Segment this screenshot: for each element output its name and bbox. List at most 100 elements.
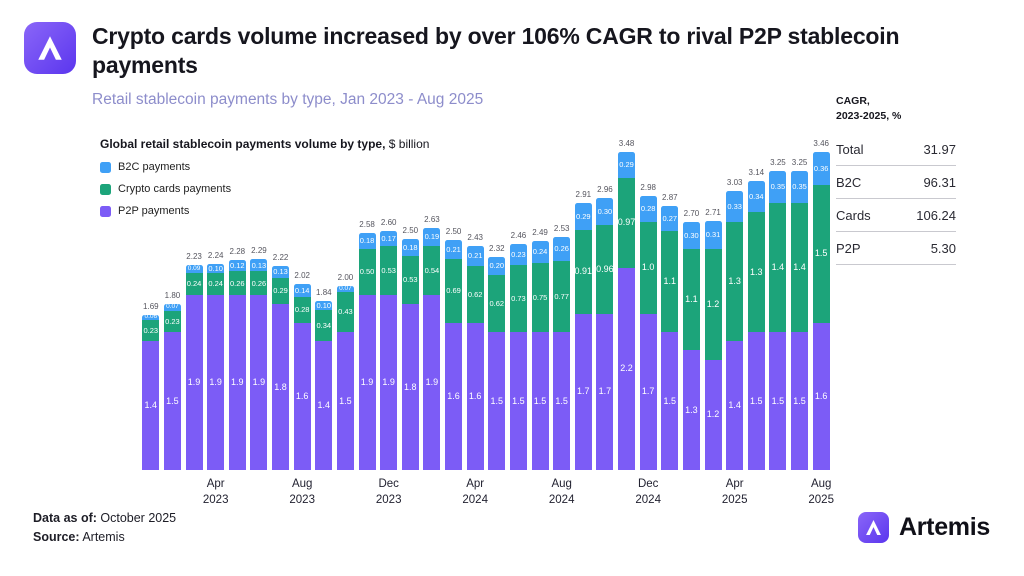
p2p-payments-segment: 1.3	[682, 350, 700, 470]
cagr-heading-line1: CAGR,	[836, 95, 870, 107]
crypto-cards-payments-segment: 0.23	[142, 320, 160, 342]
legend-label: Crypto cards payments	[118, 183, 232, 195]
crypto-cards-payments-segment: 1.1	[682, 249, 700, 351]
legend-label: P2P payments	[118, 205, 190, 217]
b2c-payments-swatch-icon	[100, 161, 111, 173]
data-as-of-value: October 2025	[96, 511, 177, 525]
b2c-payments-segment: 0.29	[618, 151, 636, 179]
bar-apr-2023: 0.10 0.24 1.9	[207, 263, 225, 470]
artemis-logo-icon	[38, 36, 62, 60]
p2p-payments-segment: 1.7	[639, 313, 657, 470]
cagr-row-value: 5.30	[930, 241, 956, 257]
p2p-payments-segment: 1.9	[380, 295, 398, 470]
bar-apr-2025: 0.33 1.3 1.4	[726, 191, 744, 470]
p2p-payments-segment: 1.9	[423, 295, 441, 470]
p2p-payments-segment: 1.4	[726, 341, 744, 470]
crypto-cards-payments-segment: 1.4	[791, 203, 809, 332]
crypto-cards-payments-segment: 0.43	[336, 292, 354, 332]
crypto-cards-payments-segment: 0.73	[509, 264, 527, 332]
legend-item-p2p-payments: P2P payments	[100, 205, 231, 217]
b2c-payments-segment: 0.31	[704, 220, 722, 250]
p2p-payments-segment: 2.2	[618, 267, 636, 470]
bar-total-label: 2.58	[359, 219, 375, 229]
bar-feb-2023: 0.07 0.23 1.5	[163, 303, 181, 470]
cagr-row-value: 31.97	[923, 142, 956, 158]
b2c-payments-segment: 0.27	[661, 205, 679, 231]
bar-nov-2023: 0.18 0.50 1.9	[358, 232, 376, 470]
crypto-cards-payments-segment: 1.4	[769, 203, 787, 332]
b2c-payments-segment: 0.35	[791, 171, 809, 204]
crypto-cards-payments-segment: 1.5	[812, 184, 830, 323]
bar-may-2023: 0.12 0.26 1.9	[228, 260, 246, 470]
p2p-payments-segment: 1.5	[531, 332, 549, 470]
bar-aug-2024: 0.26 0.77 1.5	[553, 237, 571, 470]
bar-feb-2025: 0.30 1.1 1.3	[682, 221, 700, 470]
crypto-cards-payments-segment: 0.50	[358, 249, 376, 296]
cagr-row-label: Total	[836, 142, 864, 158]
plot-area: 0.06 0.23 1.4 1.69 0.07 0.23 1.5 1.80 0.09 0.24 1.…	[140, 130, 832, 470]
crypto-cards-payments-segment: 0.24	[185, 273, 203, 296]
bar-jul-2024: 0.24 0.75 1.5	[531, 240, 549, 470]
crypto-cards-payments-segment: 0.91	[575, 229, 592, 314]
bar-total-label: 2.60	[380, 217, 397, 227]
bar-total-label: 2.32	[489, 243, 505, 253]
b2c-payments-segment: 0.33	[726, 191, 744, 222]
crypto-cards-payments-segment: 1.1	[661, 230, 679, 332]
bar-mar-2023: 0.09 0.24 1.9	[185, 264, 203, 470]
crypto-cards-payments-segment: 0.29	[272, 277, 290, 305]
b2c-payments-segment: 0.18	[401, 239, 419, 256]
x-tick-aug-2025: Aug 2025	[808, 478, 834, 506]
p2p-payments-segment: 1.5	[769, 332, 787, 470]
chart-title-unit: $ billion	[385, 137, 430, 151]
x-tick-apr-2023: Apr 2023	[202, 478, 229, 506]
bar-total-label: 2.29	[251, 246, 267, 256]
legend-item-crypto-cards-payments: Crypto cards payments	[100, 183, 231, 195]
artemis-logo	[24, 22, 76, 74]
p2p-payments-segment: 1.8	[401, 304, 419, 470]
source-note: Source: Artemis	[33, 528, 176, 547]
bar-jan-2025: 0.27 1.1 1.5	[661, 205, 679, 470]
footnotes: Data as of: October 2025 Source: Artemis	[33, 509, 176, 548]
source-value: Artemis	[79, 530, 125, 545]
bar-total-label: 2.24	[207, 250, 224, 260]
b2c-payments-segment: 0.13	[250, 259, 268, 272]
bar-total-label: 2.53	[553, 224, 570, 234]
b2c-payments-segment: 0.30	[682, 221, 700, 250]
bar-mar-2024: 0.21 0.69 1.6	[445, 240, 463, 470]
crypto-cards-payments-segment: 0.62	[466, 265, 484, 323]
b2c-payments-segment: 0.09	[185, 264, 203, 274]
cagr-row-label: P2P	[836, 241, 861, 257]
b2c-payments-segment: 0.10	[315, 300, 333, 310]
bar-total-label: 2.43	[467, 233, 483, 243]
p2p-payments-segment: 1.8	[272, 304, 290, 470]
bar-aug-2025: 0.36 1.5 1.6	[812, 151, 830, 470]
page-title: Crypto cards volume increased by over 10…	[92, 23, 900, 79]
x-tick-aug-2023: Aug 2023	[289, 478, 315, 506]
p2p-payments-segment: 1.4	[142, 341, 160, 470]
bar-total-label: 3.25	[791, 158, 808, 167]
crypto-cards-payments-segment: 0.69	[445, 259, 463, 323]
p2p-payments-segment: 1.9	[207, 295, 225, 470]
p2p-payments-segment: 1.4	[315, 341, 333, 470]
p2p-payments-segment: 1.5	[509, 332, 527, 470]
bar-may-2024: 0.20 0.62 1.5	[488, 256, 506, 470]
x-tick-dec-2024: Dec 2024	[635, 478, 661, 506]
b2c-payments-segment: 0.35	[769, 171, 787, 204]
crypto-cards-payments-swatch-icon	[100, 183, 111, 195]
bar-total-label: 2.87	[662, 192, 678, 202]
bar-may-2025: 0.34 1.3 1.5	[747, 181, 765, 470]
bar-mar-2025: 0.31 1.2 1.2	[704, 220, 722, 470]
b2c-payments-segment: 0.26	[553, 237, 571, 262]
bar-total-label: 3.48	[618, 138, 635, 148]
b2c-payments-segment: 0.14	[293, 284, 311, 298]
p2p-payments-segment: 1.6	[293, 322, 311, 470]
crypto-cards-payments-segment: 0.53	[401, 255, 419, 305]
b2c-payments-segment: 0.29	[574, 203, 592, 230]
bar-total-label: 2.23	[186, 251, 202, 261]
crypto-cards-payments-segment: 0.54	[423, 245, 441, 296]
p2p-payments-segment: 1.6	[466, 322, 484, 470]
p2p-payments-segment: 1.9	[185, 295, 203, 470]
cagr-row-b2c: B2C 96.31	[836, 166, 956, 200]
source-label: Source:	[33, 530, 80, 545]
bar-oct-2024: 0.30 0.96 1.7	[596, 197, 614, 470]
